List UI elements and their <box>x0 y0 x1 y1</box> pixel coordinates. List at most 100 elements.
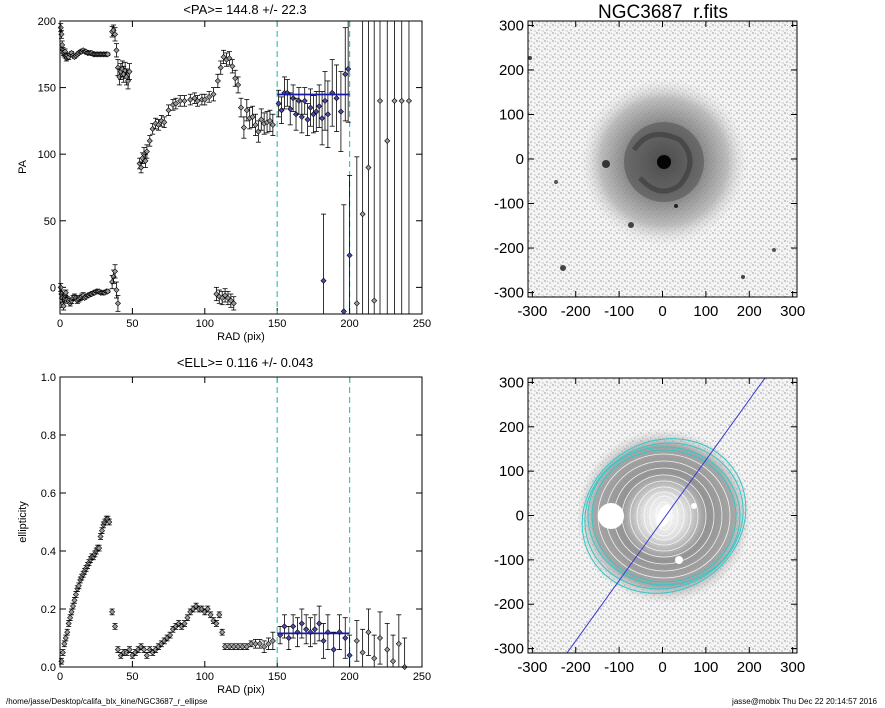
data-point <box>172 623 179 630</box>
data-point <box>395 640 402 647</box>
data-point <box>290 623 297 630</box>
x-tick-label: -200 <box>561 659 591 676</box>
data-point <box>384 646 391 653</box>
image-axes: -300 -200 -100 0 100 200 300 -300 -200 -100 0 100 20… <box>494 17 805 320</box>
data-point <box>398 97 405 104</box>
data-point <box>67 614 74 621</box>
data-point <box>146 137 153 144</box>
data-point <box>167 632 174 639</box>
data-point <box>337 108 344 115</box>
data-point <box>320 637 327 644</box>
data-point <box>365 629 372 636</box>
ell-ylabel: ellipticity <box>17 501 29 543</box>
footer-path: /home/jasse/Desktop/califa_blx_kine/NGC3… <box>6 697 208 706</box>
galaxy-image-panel: NGC3687_r.fits -300 -200 -100 0 100 200 300-30… <box>494 2 805 320</box>
data-point <box>237 104 245 111</box>
data-point <box>123 649 130 656</box>
data-point <box>72 591 79 598</box>
data-point <box>201 96 208 103</box>
y-tick-label: -300 <box>494 641 524 658</box>
data-point <box>97 533 104 540</box>
data-point <box>65 620 72 627</box>
pa-points: 0 50 100 150 200 250 0 50 100 150 200 <box>38 16 432 330</box>
data-point <box>269 121 276 128</box>
x-tick-label: -100 <box>604 659 634 676</box>
data-point <box>384 137 391 144</box>
data-point <box>405 97 412 104</box>
data-point <box>59 649 66 656</box>
data-point <box>319 115 326 122</box>
x-tick-label: 0 <box>57 671 63 683</box>
data-point <box>376 97 384 104</box>
data-point <box>184 614 191 621</box>
data-point <box>285 634 292 642</box>
y-tick-label: 0.0 <box>41 662 56 674</box>
data-point <box>129 652 136 659</box>
data-point <box>114 300 121 307</box>
data-point <box>298 620 305 627</box>
data-point <box>391 97 398 104</box>
data-point <box>249 113 256 120</box>
y-tick-label: 0.6 <box>41 488 56 500</box>
data-point <box>371 297 378 304</box>
data-point <box>290 95 297 102</box>
data-point <box>96 545 103 552</box>
data-point <box>229 63 236 70</box>
data-point <box>210 91 217 98</box>
ellipse-overlay-image <box>528 378 797 653</box>
data-point <box>243 107 250 114</box>
x-tick-label: 300 <box>780 659 805 676</box>
data-point <box>181 97 188 104</box>
data-point <box>342 71 349 78</box>
data-point <box>104 288 111 295</box>
data-point <box>126 68 133 75</box>
data-point <box>321 97 329 104</box>
data-point <box>303 626 310 633</box>
x-tick-label: 150 <box>268 671 286 683</box>
ell-title: <ELL>= 0.116 +/- 0.043 <box>177 355 313 370</box>
data-point <box>161 637 168 644</box>
data-point <box>346 652 353 659</box>
data-point <box>70 603 77 610</box>
data-point <box>135 646 142 653</box>
data-point <box>371 655 378 662</box>
x-tick-label: -300 <box>517 303 547 320</box>
x-tick-label: 100 <box>693 659 718 676</box>
data-point <box>64 629 71 636</box>
data-point <box>281 623 288 630</box>
data-point <box>169 626 176 633</box>
y-tick-label: 100 <box>38 149 56 161</box>
y-tick-label: 150 <box>38 83 56 95</box>
data-point <box>60 302 67 310</box>
x-tick-label: 250 <box>413 318 431 330</box>
data-point <box>193 603 200 610</box>
data-point <box>178 623 185 630</box>
y-tick-label: 300 <box>499 374 524 391</box>
y-tick-label: 200 <box>38 16 56 28</box>
data-point <box>111 268 119 275</box>
x-tick-label: 150 <box>268 318 286 330</box>
data-point <box>143 148 150 155</box>
data-point <box>226 643 233 650</box>
data-point <box>307 104 314 111</box>
footer-stamp: jasse@mobix Thu Dec 22 20:14:57 2016 <box>731 697 878 706</box>
y-tick-label: 100 <box>499 106 524 123</box>
data-point <box>164 634 171 642</box>
data-point <box>275 100 282 107</box>
data-point <box>240 124 247 131</box>
pa-plot-frame <box>59 20 423 315</box>
data-point <box>235 81 242 88</box>
data-point <box>62 634 69 642</box>
data-point <box>333 95 340 102</box>
data-point <box>126 646 133 653</box>
data-point <box>210 617 217 624</box>
x-tick-label: 200 <box>340 318 358 330</box>
data-point <box>390 658 397 665</box>
y-tick-label: 200 <box>499 419 524 436</box>
data-point <box>62 289 69 296</box>
data-point <box>216 611 223 618</box>
y-tick-label: 0.4 <box>41 546 56 558</box>
data-point <box>68 608 75 615</box>
y-tick-label: 0 <box>516 151 524 168</box>
x-tick-label: 50 <box>126 671 138 683</box>
